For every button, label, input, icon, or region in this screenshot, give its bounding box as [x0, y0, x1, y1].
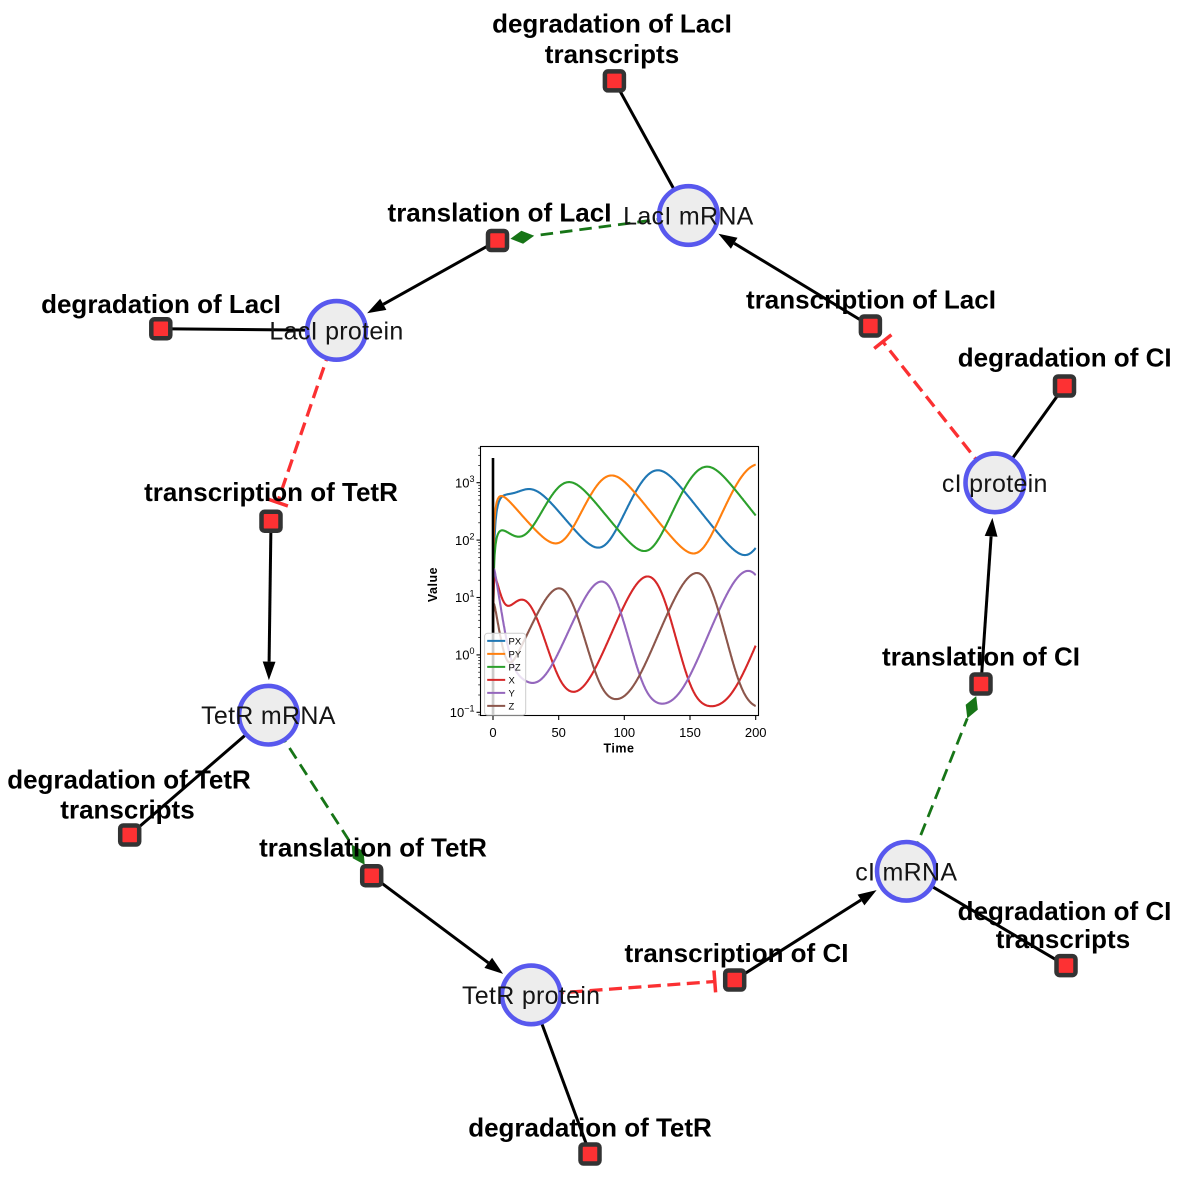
svg-text:102: 102: [455, 531, 474, 548]
svg-text:degradation of LacI: degradation of LacI: [41, 289, 281, 319]
svg-text:LacI protein: LacI protein: [269, 317, 403, 345]
svg-text:degradation of TetR: degradation of TetR: [468, 1112, 712, 1142]
svg-text:cI mRNA: cI mRNA: [855, 858, 957, 886]
svg-text:translation of LacI: translation of LacI: [388, 197, 612, 227]
svg-text:Y: Y: [509, 688, 516, 699]
svg-text:TetR protein: TetR protein: [462, 982, 600, 1010]
svg-text:200: 200: [745, 725, 767, 740]
svg-text:Z: Z: [509, 701, 515, 712]
svg-text:100: 100: [613, 725, 635, 740]
svg-text:Value: Value: [426, 567, 440, 602]
svg-text:LacI mRNA: LacI mRNA: [623, 203, 754, 231]
svg-text:50: 50: [551, 725, 565, 740]
svg-text:degradation of CI: degradation of CI: [958, 896, 1172, 926]
svg-text:translation of TetR: translation of TetR: [259, 833, 487, 863]
svg-text:transcription of CI: transcription of CI: [625, 938, 849, 968]
svg-text:translation of CI: translation of CI: [882, 641, 1080, 671]
svg-text:TetR mRNA: TetR mRNA: [201, 702, 336, 730]
svg-text:transcription of TetR: transcription of TetR: [144, 477, 398, 507]
svg-text:cI protein: cI protein: [942, 470, 1048, 498]
svg-text:PX: PX: [509, 636, 522, 647]
svg-text:transcripts: transcripts: [60, 794, 194, 824]
svg-text:100: 100: [455, 646, 474, 663]
svg-text:degradation of LacI: degradation of LacI: [492, 9, 732, 39]
svg-text:101: 101: [455, 589, 474, 606]
svg-text:transcription of LacI: transcription of LacI: [746, 284, 996, 314]
svg-text:PY: PY: [509, 649, 522, 660]
svg-text:X: X: [509, 675, 516, 686]
svg-text:transcripts: transcripts: [996, 924, 1130, 954]
svg-text:Time: Time: [604, 742, 635, 756]
svg-text:PZ: PZ: [509, 662, 521, 673]
svg-text:103: 103: [455, 474, 474, 491]
svg-text:10−1: 10−1: [450, 704, 475, 721]
svg-text:degradation of CI: degradation of CI: [958, 342, 1172, 372]
svg-text:0: 0: [489, 725, 496, 740]
svg-text:150: 150: [679, 725, 701, 740]
svg-text:transcripts: transcripts: [545, 39, 679, 69]
svg-text:degradation of TetR: degradation of TetR: [7, 764, 251, 794]
